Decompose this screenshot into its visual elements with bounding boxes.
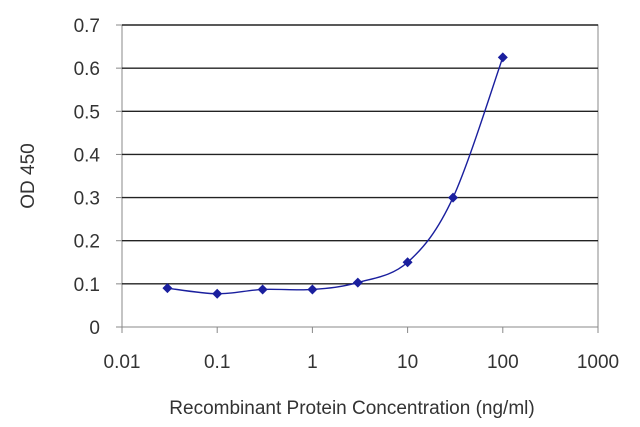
y-tick-label-3: 0.3: [74, 189, 100, 210]
x-axis-label: Recombinant Protein Concentration (ng/ml…: [169, 398, 534, 419]
y-tick-label-5: 0.5: [74, 102, 100, 123]
x-tick-label-3: 10: [397, 352, 418, 373]
data-point-5: [402, 257, 413, 268]
plot-area: 0 0.1 0.2 0.3 0.4 0.5 0.6 0.7 0.01 0.1 1 10 100 1000: [74, 16, 620, 373]
x-tick-label-0: 0.01: [104, 352, 141, 373]
y-tick-label-0: 0: [89, 318, 100, 339]
y-tick-label-2: 0.2: [74, 232, 100, 253]
y-tick-label-6: 0.6: [74, 59, 100, 80]
x-tick-label-5: 1000: [577, 352, 619, 373]
data-point-3: [307, 284, 318, 295]
series-line: [167, 57, 504, 295]
y-tick-label-1: 0.1: [74, 275, 100, 296]
data-point-0: [162, 283, 173, 294]
y-tick-label-4: 0.4: [74, 145, 101, 166]
data-point-6: [448, 192, 459, 203]
x-tick-label-2: 1: [307, 352, 318, 373]
data-point-7: [497, 52, 508, 63]
data-point-2: [257, 284, 268, 295]
y-tick-label-7: 0.7: [74, 16, 100, 37]
data-point-1: [212, 288, 223, 299]
y-axis-label: OD 450: [18, 143, 39, 208]
x-tick-label-1: 0.1: [204, 352, 230, 373]
x-tick-label-4: 100: [487, 352, 519, 373]
plot-frame: [121, 24, 599, 328]
data-point-4: [352, 277, 363, 288]
